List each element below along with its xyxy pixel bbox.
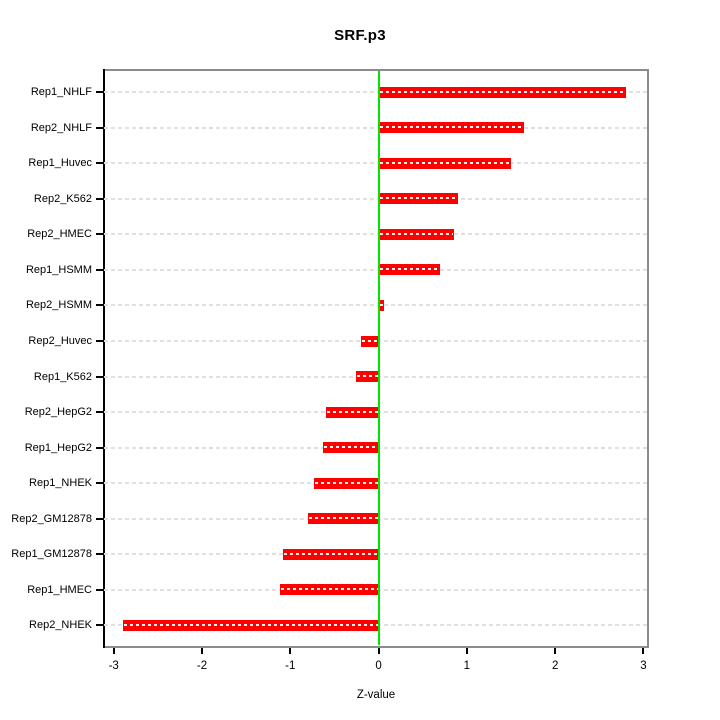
bar-dash-pattern <box>123 623 378 626</box>
y-tick-label: Rep2_NHEK <box>29 619 92 632</box>
bar-rep1_nhek <box>314 477 379 489</box>
y-axis-line <box>103 69 105 648</box>
bar-rep1_gm12878 <box>283 548 379 560</box>
y-tick-label: Rep1_HSMM <box>25 263 92 276</box>
bar-rep1_huvec <box>378 157 512 169</box>
gridline <box>104 91 647 94</box>
x-axis-tick <box>112 648 115 654</box>
y-axis-tick <box>96 340 103 342</box>
zero-line <box>377 71 380 645</box>
bar-dash-pattern <box>356 375 378 378</box>
y-axis-tick <box>96 197 103 200</box>
x-tick-label: 3 <box>640 660 647 672</box>
bar-rep2_hepg2 <box>325 406 379 418</box>
bar-rep2_hsmm <box>378 299 384 311</box>
bar-dash-pattern <box>379 90 625 93</box>
y-axis-tick <box>96 126 103 129</box>
y-tick-label: Rep1_HMEC <box>27 583 92 596</box>
y-axis-tick <box>96 304 103 307</box>
x-tick-label: 2 <box>551 660 559 672</box>
y-axis-tick <box>96 375 103 378</box>
bar-rep2_nhek <box>122 619 379 631</box>
x-axis-tick <box>465 648 468 654</box>
y-tick-label: Rep1_HepG2 <box>24 441 92 454</box>
bar-dash-pattern <box>379 197 458 200</box>
x-tick-label: -2 <box>196 660 208 672</box>
gridline <box>104 162 647 165</box>
y-tick-label: Rep2_NHLF <box>30 121 92 134</box>
y-axis-tick <box>96 588 103 591</box>
y-tick-label: Rep2_HMEC <box>27 228 92 241</box>
bar-dash-pattern <box>361 339 378 342</box>
bar-rep2_nhlf <box>378 122 525 134</box>
bar-dash-pattern <box>323 446 378 449</box>
bar-dash-pattern <box>280 588 378 591</box>
bar-dash-pattern <box>379 303 383 306</box>
y-axis-tick <box>96 517 103 520</box>
y-tick-label: Rep2_Huvec <box>28 335 92 347</box>
gridline <box>104 233 647 236</box>
y-axis-tick <box>96 553 103 556</box>
x-axis-tick <box>377 648 380 654</box>
bar-dash-pattern <box>284 552 378 555</box>
y-axis-tick <box>96 446 103 449</box>
x-axis-tick <box>201 648 203 654</box>
y-axis-tick <box>96 268 103 271</box>
bar-rep1_hmec <box>279 584 379 596</box>
y-tick-label: Rep1_Huvec <box>28 157 92 170</box>
bar-rep1_k562 <box>355 371 379 383</box>
x-tick-label: 0 <box>375 660 382 672</box>
bar-rep1_hsmm <box>378 264 441 276</box>
y-tick-label: Rep2_HepG2 <box>24 406 92 419</box>
plot-border-top <box>103 69 649 71</box>
x-axis-label: Z-value <box>356 689 396 701</box>
y-axis-tick <box>96 162 103 165</box>
plot-border-right <box>647 69 649 648</box>
y-tick-label: Rep2_K562 <box>33 192 92 205</box>
bar-dash-pattern <box>379 161 511 164</box>
bar-rep2_huvec <box>360 335 379 347</box>
bar-rep1_hepg2 <box>322 442 379 454</box>
gridline <box>104 304 647 307</box>
y-tick-label: Rep1_NHEK <box>29 477 92 490</box>
y-tick-label: Rep2_GM12878 <box>11 512 92 525</box>
y-tick-label: Rep2_HSMM <box>25 299 92 312</box>
x-axis-tick <box>642 648 645 654</box>
y-tick-label: Rep1_GM12878 <box>11 548 92 561</box>
bar-dash-pattern <box>379 126 524 129</box>
bar-dash-pattern <box>308 517 378 520</box>
bar-dash-pattern <box>379 268 440 271</box>
y-tick-label: Rep1_K562 <box>33 370 92 383</box>
y-axis-tick <box>96 411 103 414</box>
gridline <box>104 126 647 129</box>
x-axis-tick <box>554 648 557 654</box>
plot-area <box>104 71 647 645</box>
y-axis-tick <box>96 624 103 627</box>
x-tick-label: -3 <box>108 660 119 672</box>
y-tick-label: Rep1_NHLF <box>30 86 92 99</box>
bar-dash-pattern <box>379 232 453 235</box>
y-axis-tick <box>96 233 103 236</box>
bar-rep1_nhlf <box>378 86 626 98</box>
bar-dash-pattern <box>315 481 378 484</box>
gridline <box>104 197 647 200</box>
bar-rep2_k562 <box>378 193 459 205</box>
x-tick-label: 1 <box>463 660 471 672</box>
bar-rep2_hmec <box>378 228 454 240</box>
y-axis-tick <box>96 482 103 485</box>
bar-rep2_gm12878 <box>307 513 379 525</box>
bar-dash-pattern <box>326 410 378 413</box>
x-axis-tick <box>289 648 292 654</box>
gridline <box>104 268 647 271</box>
plot-border-bottom <box>103 646 649 648</box>
chart-title: SRF.p3 <box>334 27 386 44</box>
x-tick-label: -1 <box>285 660 296 672</box>
y-axis-tick <box>96 91 103 94</box>
